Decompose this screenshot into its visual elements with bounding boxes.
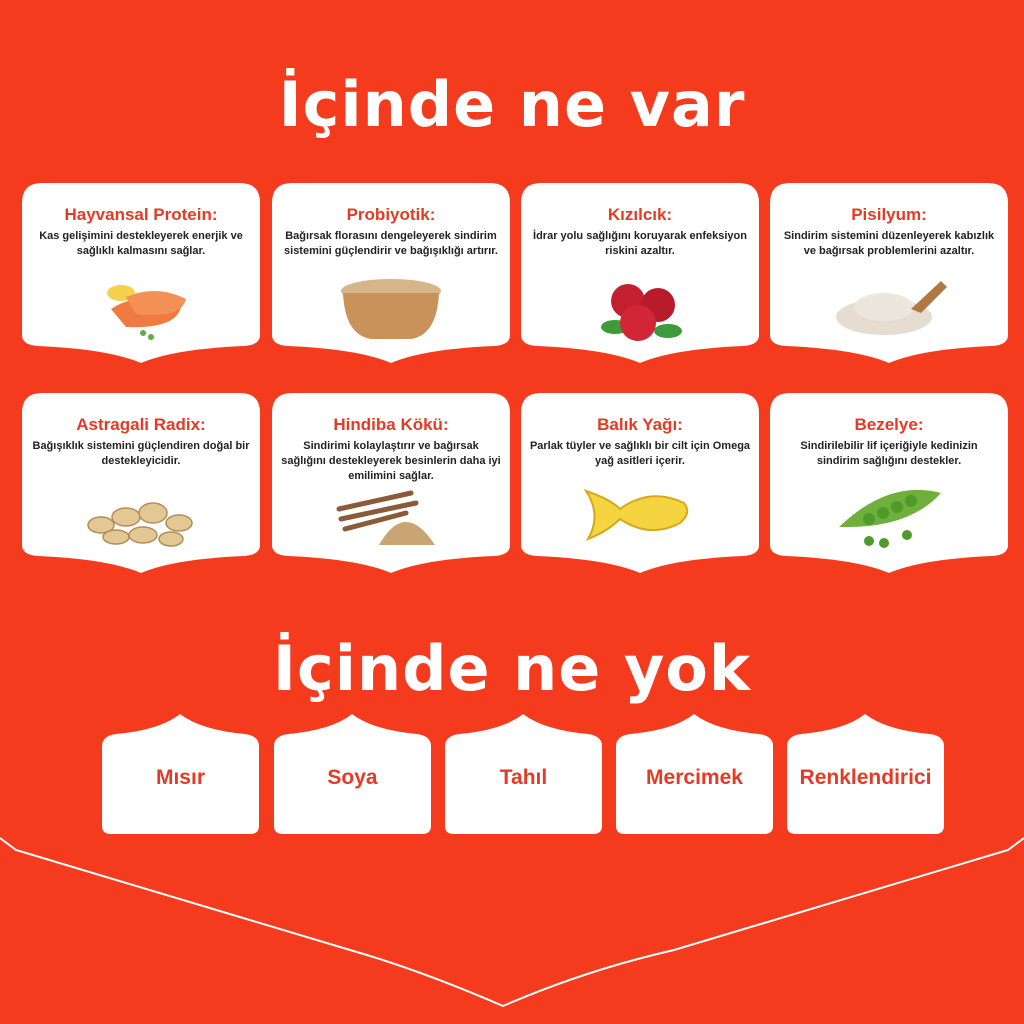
ingredient-card: Hayvansal Protein: Kas gelişimini destekl…: [22, 183, 260, 363]
ingredient-name: Astragali Radix:: [76, 415, 206, 434]
ingredient-card: Probiyotik: Bağırsak florasını dengeleyer…: [272, 183, 510, 363]
excluded-item-background: [445, 714, 602, 834]
ingredient-description: Bağışıklık sistemini güçlendiren doğal b…: [32, 440, 250, 467]
root-slices-icon: [87, 502, 193, 547]
excluded-item-background: [787, 714, 944, 834]
excluded-item: Renklendirici: [787, 714, 944, 834]
ingredient-card: Hindiba Kökü: Sindirimi kolaylaştırır ve …: [272, 393, 510, 573]
ingredient-name: Bezelye:: [854, 415, 924, 434]
excluded-item: Mısır: [102, 714, 259, 834]
section-title-has: İçinde ne var: [278, 68, 746, 141]
ingredient-description: Sindirilebilir lif içeriğiyle kedinizin …: [800, 440, 978, 467]
powder-bowl-icon: [341, 279, 441, 339]
pea-pod-icon: [839, 489, 941, 548]
ingredient-name: Pisilyum:: [851, 205, 927, 224]
excluded-item-label: Renklendirici: [799, 766, 932, 789]
card-background: [521, 183, 759, 363]
chicory-root-icon: [336, 490, 435, 545]
fish-oil-capsule-icon: [583, 489, 689, 542]
ingredient-description: Bağırsak florasını dengeleyerek sindirim…: [284, 230, 498, 257]
cranberry-icon: [601, 284, 682, 341]
ingredient-description: Sindirimi kolaylaştırır ve bağırsak sağl…: [281, 440, 501, 482]
decorative-outline: [0, 837, 1024, 1008]
ingredient-name: Probiyotik:: [346, 205, 436, 224]
excluded-item-background: [102, 714, 259, 834]
excluded-item-label: Mısır: [155, 766, 205, 789]
excluded-item-label: Mercimek: [646, 766, 743, 789]
ingredient-name: Hayvansal Protein:: [64, 205, 218, 224]
excluded-item-label: Soya: [327, 766, 378, 789]
ingredient-description: İdrar yolu sağlığını koruyarak enfeksiyo…: [533, 230, 747, 257]
card-background: [521, 393, 759, 573]
section-title-has-not: İçinde ne yok: [272, 632, 752, 705]
card-background: [22, 183, 260, 363]
card-background: [770, 393, 1008, 573]
ingredient-card: Pisilyum: Sindirim sistemini düzenleyerek…: [770, 183, 1008, 363]
ingredient-description: Kas gelişimini destekleyerek enerjik ve …: [39, 230, 243, 257]
ingredient-card: Bezelye: Sindirilebilir lif içeriğiyle ke…: [770, 393, 1008, 573]
card-background: [770, 183, 1008, 363]
ingredient-card: Balık Yağı: Parlak tüyler ve sağlıklı bir…: [521, 393, 759, 573]
card-background: [272, 393, 510, 573]
excluded-item: Mercimek: [616, 714, 773, 834]
excluded-item: Tahıl: [445, 714, 602, 834]
excluded-item-background: [616, 714, 773, 834]
excluded-item: Soya: [274, 714, 431, 834]
salmon-icon: [107, 285, 186, 340]
ingredient-card: Kızılcık: İdrar yolu sağlığını koruyarak …: [521, 183, 759, 363]
excluded-item-label: Tahıl: [499, 766, 548, 789]
card-background: [272, 183, 510, 363]
ingredient-name: Balık Yağı:: [597, 415, 683, 434]
ingredient-description: Parlak tüyler ve sağlıklı bir cilt için …: [529, 440, 751, 467]
ingredient-name: Hindiba Kökü:: [333, 415, 449, 434]
ingredient-description: Sindirim sistemini düzenleyerek kabızlık…: [783, 230, 995, 257]
ingredient-card: Astragali Radix: Bağışıklık sistemini güç…: [22, 393, 260, 573]
psyllium-icon: [836, 281, 947, 335]
excluded-item-background: [274, 714, 431, 834]
card-background: [22, 393, 260, 573]
ingredient-name: Kızılcık:: [607, 205, 673, 224]
